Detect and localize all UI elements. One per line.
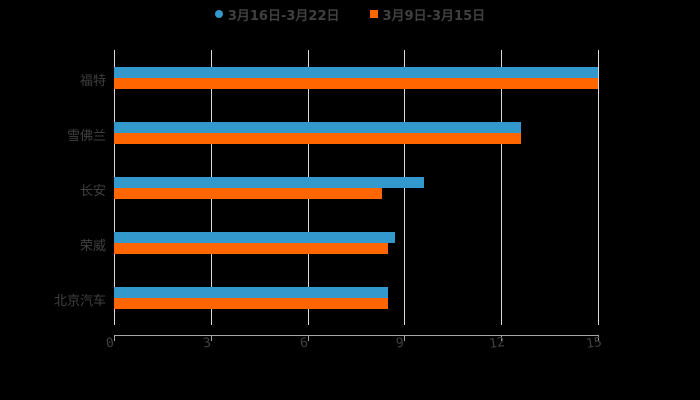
- bar-series-2[interactable]: [114, 243, 389, 254]
- gridline: [598, 50, 599, 325]
- legend-circle-marker-icon: [214, 10, 223, 18]
- x-axis-tick-label: 6: [298, 335, 309, 352]
- legend-label: 3月16日-3月22日: [227, 8, 340, 24]
- bar-series-1[interactable]: [114, 287, 389, 298]
- legend-item-series-1[interactable]: 3月16日-3月22日: [214, 5, 340, 24]
- category-label: 荣威: [79, 239, 106, 254]
- gridline: [501, 50, 503, 325]
- category-label: 福特: [79, 74, 106, 89]
- bar-series-1[interactable]: [114, 177, 424, 188]
- x-axis-tick-label: 15: [585, 334, 603, 353]
- bar-series-2[interactable]: [114, 133, 521, 144]
- x-axis-tick-label: 12: [488, 334, 506, 353]
- x-axis-tick: [307, 335, 309, 341]
- legend-item-series-2[interactable]: 3月9日-3月15日: [369, 5, 486, 24]
- x-axis-tick: [210, 335, 212, 341]
- category-label: 雪佛兰: [66, 129, 106, 144]
- bar-series-1[interactable]: [114, 122, 521, 133]
- legend-square-marker-icon: [369, 10, 378, 18]
- x-axis-tick: [404, 335, 406, 341]
- bar-series-1[interactable]: [114, 67, 598, 78]
- x-axis-tick: [501, 335, 503, 341]
- legend-label: 3月9日-3月15日: [382, 8, 486, 24]
- x-axis-tick: [598, 335, 599, 341]
- x-axis-line: [114, 335, 598, 336]
- chart-legend: 3月16日-3月22日 3月9日-3月15日: [0, 4, 700, 24]
- bar-series-2[interactable]: [114, 188, 382, 199]
- category-label: 北京汽车: [53, 294, 106, 309]
- x-axis-tick: [114, 335, 115, 341]
- x-axis-tick-label: 3: [201, 335, 212, 352]
- bar-series-2[interactable]: [114, 78, 598, 89]
- category-label: 长安: [79, 184, 106, 199]
- bar-series-1[interactable]: [114, 232, 395, 243]
- bar-series-2[interactable]: [114, 298, 389, 309]
